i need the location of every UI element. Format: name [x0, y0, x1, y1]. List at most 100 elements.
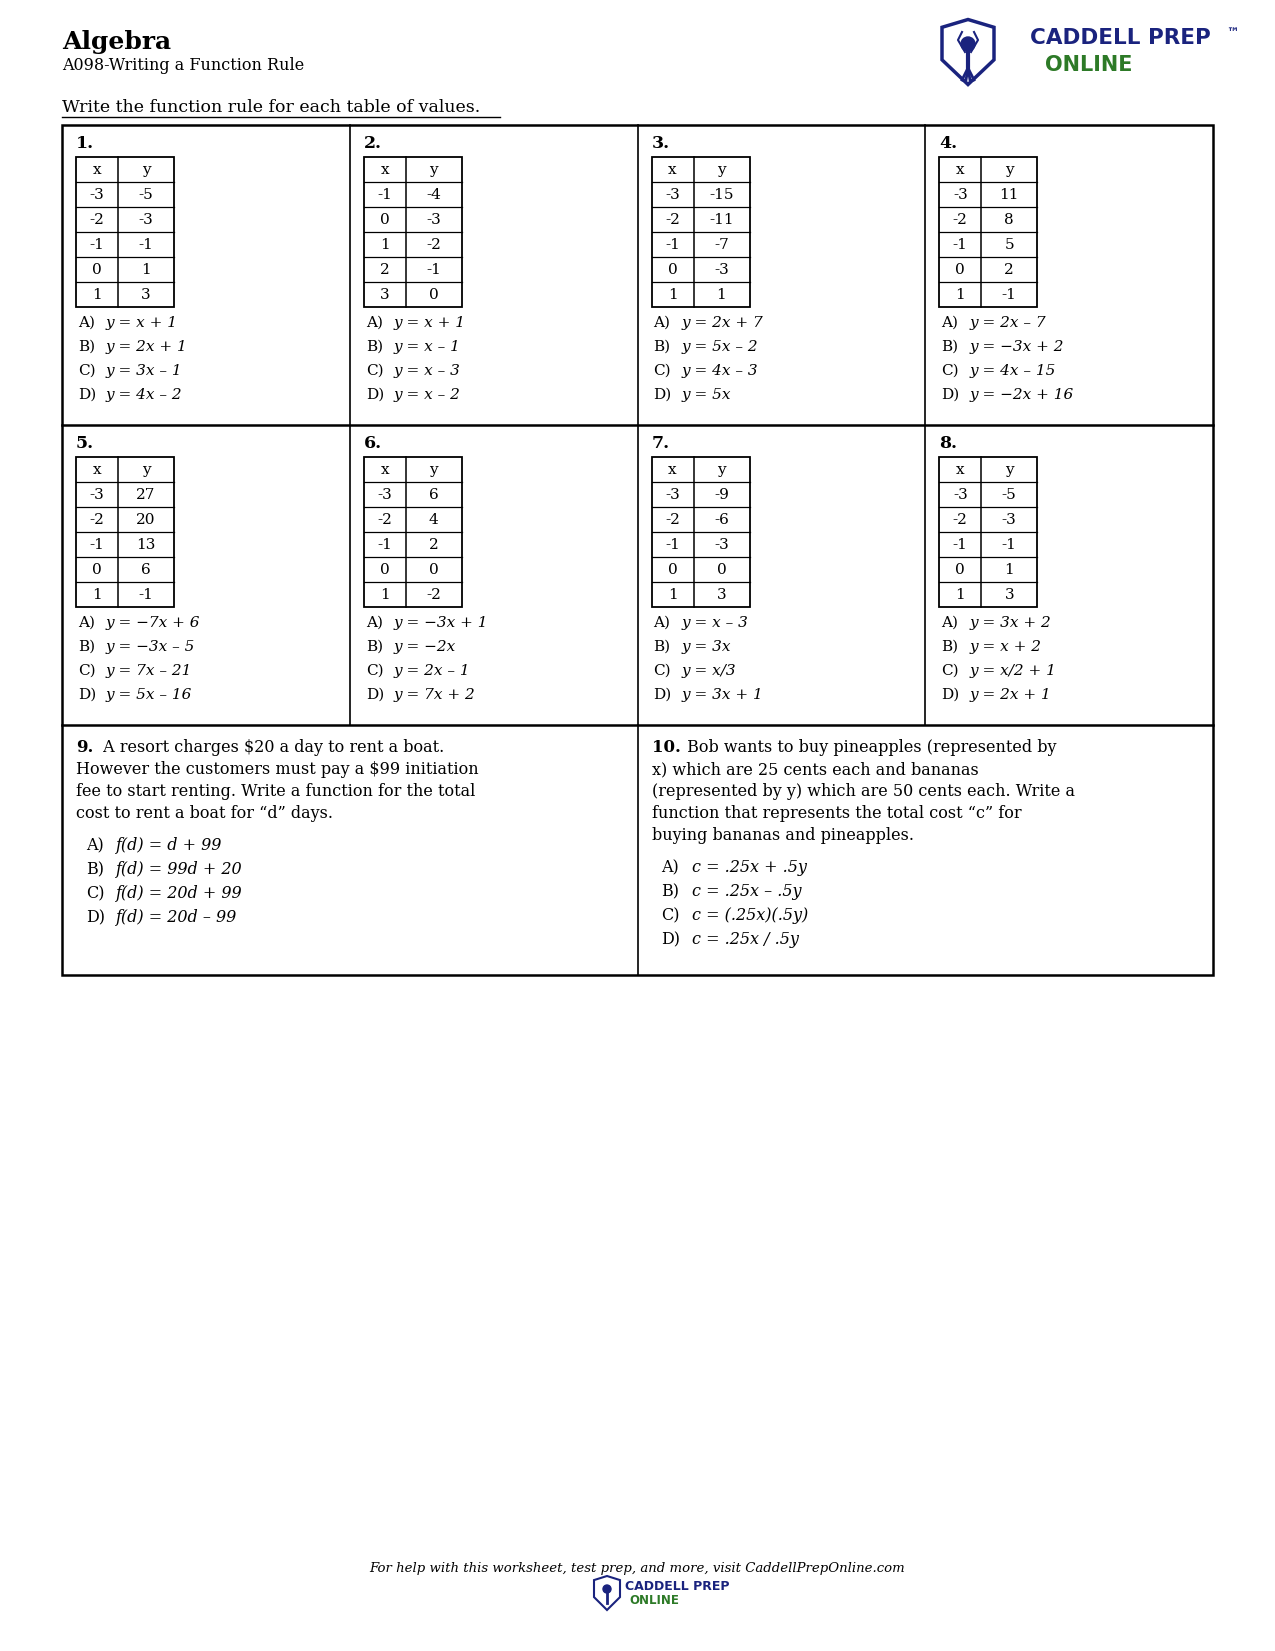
Text: B): B): [78, 641, 96, 654]
Text: D): D): [662, 931, 681, 948]
Text: y = x – 3: y = x – 3: [394, 363, 460, 378]
Text: -11: -11: [709, 213, 734, 226]
Text: 2: 2: [428, 538, 439, 551]
Text: -7: -7: [714, 238, 729, 251]
Text: -3: -3: [426, 213, 441, 226]
Text: c = .25x – .5y: c = .25x – .5y: [691, 883, 801, 900]
Text: -2: -2: [952, 213, 968, 226]
Text: y = x – 2: y = x – 2: [394, 388, 460, 401]
Text: 0: 0: [380, 563, 390, 576]
Text: D): D): [85, 910, 105, 926]
Text: B): B): [941, 641, 959, 654]
Text: y = 5x – 2: y = 5x – 2: [682, 340, 759, 353]
Text: 4: 4: [428, 512, 439, 527]
Text: A resort charges $20 a day to rent a boat.: A resort charges $20 a day to rent a boa…: [98, 740, 444, 756]
Text: x: x: [956, 162, 965, 177]
Text: buying bananas and pineapples.: buying bananas and pineapples.: [652, 827, 913, 844]
Text: 0: 0: [428, 287, 439, 302]
Text: 0: 0: [955, 263, 965, 276]
Text: D): D): [941, 388, 960, 401]
Text: However the customers must pay a $99 initiation: However the customers must pay a $99 ini…: [76, 761, 478, 778]
Text: A): A): [662, 859, 680, 877]
Text: C): C): [941, 363, 959, 378]
Text: y = 5x: y = 5x: [682, 388, 731, 401]
Text: x: x: [668, 462, 677, 477]
Text: 1: 1: [955, 588, 965, 601]
Text: 1: 1: [380, 588, 390, 601]
Text: y: y: [717, 462, 725, 477]
Text: D): D): [654, 388, 672, 401]
Text: -5: -5: [139, 188, 153, 201]
Text: y = 2x + 7: y = 2x + 7: [682, 315, 764, 330]
Text: -1: -1: [952, 538, 968, 551]
Text: Bob wants to buy pineapples (represented by: Bob wants to buy pineapples (represented…: [682, 740, 1056, 756]
Text: 0: 0: [92, 563, 102, 576]
Text: 6.: 6.: [363, 434, 382, 451]
Text: A): A): [85, 837, 103, 854]
Text: B): B): [85, 862, 105, 878]
Text: y = 5x – 16: y = 5x – 16: [106, 688, 193, 702]
Text: x: x: [93, 162, 101, 177]
Bar: [652, 457, 750, 608]
Text: D): D): [366, 388, 384, 401]
Text: x: x: [380, 162, 389, 177]
Text: 7.: 7.: [652, 434, 669, 451]
Text: 6: 6: [428, 487, 439, 502]
Text: y: y: [717, 162, 725, 177]
Text: 1: 1: [668, 588, 677, 601]
Text: y: y: [430, 462, 439, 477]
Text: 0: 0: [668, 563, 677, 576]
Bar: [940, 457, 1038, 608]
Text: C): C): [85, 885, 105, 901]
Text: y = −2x: y = −2x: [394, 641, 456, 654]
Text: -3: -3: [666, 487, 680, 502]
Text: 11: 11: [1000, 188, 1019, 201]
Text: A): A): [941, 616, 959, 631]
Text: fee to start renting. Write a function for the total: fee to start renting. Write a function f…: [76, 783, 476, 801]
Text: 13: 13: [136, 538, 156, 551]
Text: -5: -5: [1002, 487, 1016, 502]
Text: 3: 3: [717, 588, 727, 601]
Text: B): B): [366, 340, 382, 353]
Text: -1: -1: [89, 538, 105, 551]
Text: C): C): [78, 363, 96, 378]
Text: 0: 0: [380, 213, 390, 226]
Text: x) which are 25 cents each and bananas: x) which are 25 cents each and bananas: [652, 761, 978, 778]
Text: 1: 1: [380, 238, 390, 251]
Text: -2: -2: [426, 588, 441, 601]
Bar: [363, 457, 462, 608]
Text: y = 4x – 15: y = 4x – 15: [969, 363, 1056, 378]
Text: ONLINE: ONLINE: [629, 1593, 678, 1606]
Text: x: x: [668, 162, 677, 177]
Text: 0: 0: [428, 563, 439, 576]
Text: -2: -2: [89, 213, 105, 226]
Text: -1: -1: [666, 238, 680, 251]
Text: f(d) = 20d + 99: f(d) = 20d + 99: [116, 885, 242, 901]
Text: 20: 20: [136, 512, 156, 527]
Text: -2: -2: [377, 512, 393, 527]
Text: -3: -3: [139, 213, 153, 226]
Text: -1: -1: [139, 588, 153, 601]
Text: y: y: [1005, 462, 1014, 477]
Text: f(d) = 99d + 20: f(d) = 99d + 20: [116, 862, 242, 878]
Text: D): D): [654, 688, 672, 702]
Text: y = x + 1: y = x + 1: [106, 315, 178, 330]
Text: y = x + 1: y = x + 1: [394, 315, 465, 330]
Text: C): C): [366, 363, 384, 378]
Text: x: x: [93, 462, 101, 477]
Text: c = .25x + .5y: c = .25x + .5y: [691, 859, 806, 877]
Text: -1: -1: [1002, 287, 1016, 302]
Text: -2: -2: [426, 238, 441, 251]
Text: C): C): [662, 906, 680, 925]
Text: 1: 1: [668, 287, 677, 302]
Text: y = 3x + 2: y = 3x + 2: [969, 616, 1051, 631]
Text: -1: -1: [952, 238, 968, 251]
Text: y = 3x – 1: y = 3x – 1: [106, 363, 182, 378]
Text: 5: 5: [1005, 238, 1014, 251]
Text: -1: -1: [426, 263, 441, 276]
Text: 3: 3: [142, 287, 150, 302]
Text: 5.: 5.: [76, 434, 94, 451]
Text: A): A): [654, 616, 671, 631]
Text: 3.: 3.: [652, 134, 669, 152]
Text: -3: -3: [666, 188, 680, 201]
